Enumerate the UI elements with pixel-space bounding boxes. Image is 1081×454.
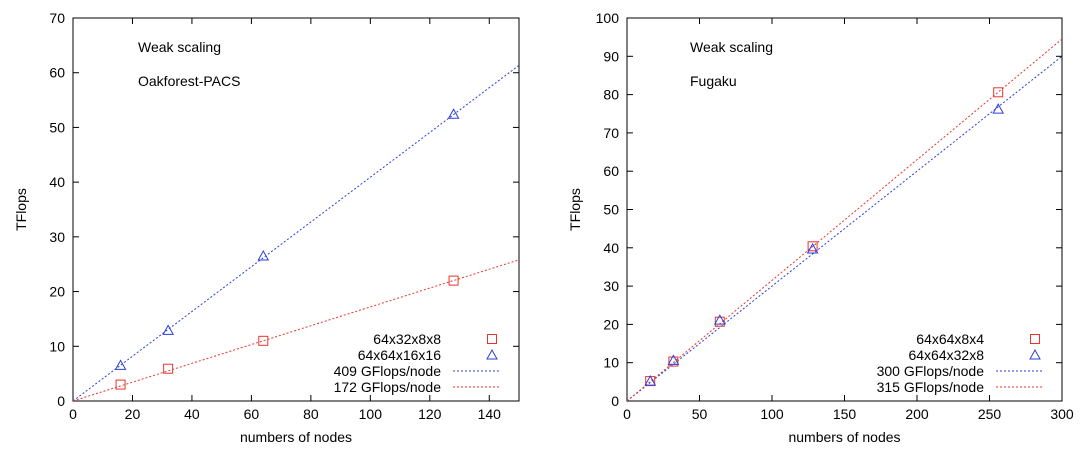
data-point	[807, 241, 818, 252]
y-tick-label: 30	[49, 229, 65, 245]
y-tick-label: 0	[611, 393, 619, 409]
legend-marker	[1029, 348, 1041, 360]
legend-marker	[486, 348, 498, 360]
data-point	[714, 316, 725, 327]
data-point	[667, 354, 680, 365]
chart-fugaku: 0 50 100 150 200 250 300 0 10 20 30 40 50 60 70 80 90 100…	[567, 10, 1074, 445]
data-point	[162, 324, 174, 335]
legend-label: 64x32x8x8	[373, 331, 441, 347]
fit-line	[627, 55, 1062, 401]
x-axis-label: numbers of nodes	[788, 429, 900, 445]
x-tick-label: 60	[244, 406, 260, 422]
data-point	[668, 356, 679, 367]
x-tick-label: 100	[760, 406, 784, 422]
y-tick-label: 0	[57, 393, 65, 409]
legend-label: 64x64x32x8	[908, 347, 984, 363]
y-axis-label: TFlops	[13, 188, 29, 231]
y-tick-label: 20	[603, 316, 619, 332]
legend-label: 64x64x8x4	[916, 331, 984, 347]
data-point	[644, 375, 657, 386]
y-tick-label: 30	[603, 278, 619, 294]
x-axis-label: numbers of nodes	[240, 429, 352, 445]
x-tick-label: 0	[69, 406, 77, 422]
chart-annotation: Weak scaling	[690, 39, 773, 55]
data-point	[448, 275, 459, 286]
data-point	[115, 379, 126, 390]
x-tick-label: 300	[1050, 406, 1074, 422]
fit-line	[73, 259, 519, 401]
data-point	[806, 242, 819, 254]
y-tick-label: 50	[49, 119, 65, 135]
legend-marker	[1030, 334, 1040, 344]
y-tick-label: 10	[49, 338, 65, 354]
data-point	[258, 335, 269, 346]
x-tick-label: 200	[905, 406, 929, 422]
data-point	[993, 87, 1004, 98]
data-point	[163, 363, 174, 374]
legend-label: 315 GFlops/node	[877, 379, 985, 395]
y-tick-label: 60	[49, 65, 65, 81]
legend-label: 64x64x16x16	[358, 347, 442, 363]
x-tick-label: 150	[833, 406, 857, 422]
x-tick-label: 250	[978, 406, 1002, 422]
chart-annotation: Oakforest-PACS	[138, 73, 240, 89]
x-tick-label: 50	[692, 406, 708, 422]
legend-label: 172 GFlops/node	[334, 379, 442, 395]
y-tick-label: 90	[603, 48, 619, 64]
data-point	[447, 108, 460, 119]
x-tick-label: 140	[478, 406, 502, 422]
x-tick-label: 0	[623, 406, 631, 422]
x-tick-label: 20	[125, 406, 141, 422]
fit-line	[73, 64, 519, 401]
y-tick-label: 70	[603, 125, 619, 141]
plot-frame	[72, 17, 520, 402]
y-tick-label: 70	[49, 10, 65, 26]
legend-marker	[487, 334, 497, 344]
data-point	[114, 359, 127, 370]
y-tick-label: 20	[49, 284, 65, 300]
y-tick-label: 10	[603, 355, 619, 371]
data-point	[257, 249, 270, 261]
y-tick-label: 80	[603, 87, 619, 103]
chart-oakforest-pacs: 0 20 40 60 80 100 120 140 0 10 20 30 40 50 60 70 numbers…	[13, 10, 520, 445]
legend-label: 409 GFlops/node	[334, 363, 442, 379]
x-tick-label: 120	[418, 406, 442, 422]
data-point	[992, 103, 1005, 114]
y-axis-label: TFlops	[567, 188, 583, 231]
fit-line	[627, 38, 1062, 401]
y-tick-label: 40	[603, 240, 619, 256]
legend-label: 300 GFlops/node	[877, 363, 985, 379]
y-tick-label: 50	[603, 202, 619, 218]
data-point	[713, 314, 726, 325]
y-tick-label: 40	[49, 174, 65, 190]
x-tick-label: 80	[303, 406, 319, 422]
chart-annotation: Fugaku	[690, 73, 737, 89]
x-tick-label: 40	[184, 406, 200, 422]
y-tick-label: 100	[596, 10, 620, 26]
y-tick-label: 60	[603, 163, 619, 179]
chart-annotation: Weak scaling	[138, 39, 221, 55]
x-tick-label: 100	[359, 406, 383, 422]
